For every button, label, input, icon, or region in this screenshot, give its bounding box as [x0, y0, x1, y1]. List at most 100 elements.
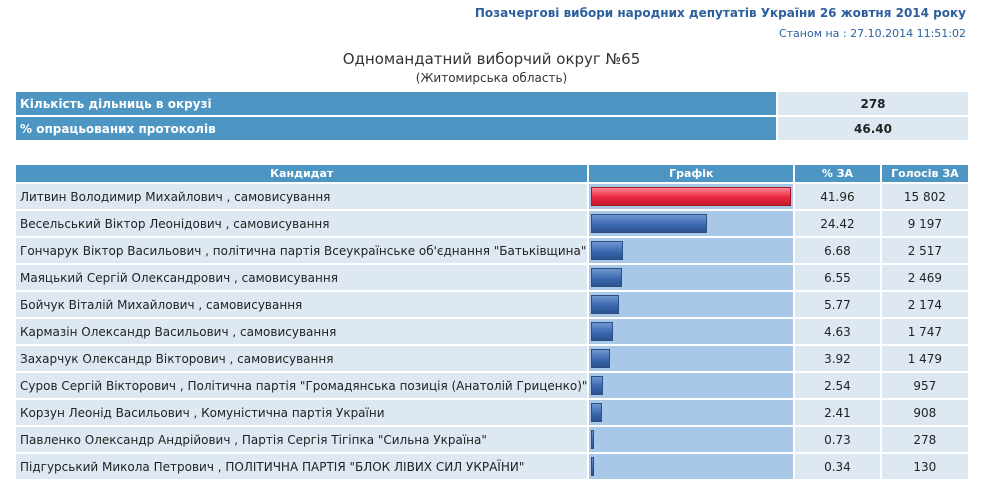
candidate-affiliation: , самовисування: [198, 297, 303, 312]
column-header-graph: Графік: [589, 165, 794, 182]
votes-cell: 130: [881, 454, 968, 479]
percent-cell: 2.54: [795, 373, 880, 398]
stats-row: Кількість дільниць в окрузі 278: [16, 92, 968, 115]
vote-bar: [591, 322, 614, 341]
candidate-affiliation: , самовисування: [226, 189, 331, 204]
percent-cell: 41.96: [795, 184, 880, 209]
candidate-affiliation: , політична партія Всеукраїнське об'єдна…: [205, 243, 587, 258]
votes-cell: 957: [881, 373, 968, 398]
graph-cell: [589, 292, 794, 317]
candidate-name: Бойчук Віталій Михайлович: [20, 297, 195, 312]
candidate-cell: Бойчук Віталій Михайлович , самовисуванн…: [16, 292, 588, 317]
vote-bar: [591, 403, 603, 422]
results-header-row: Кандидат Графік % ЗА Голосів ЗА: [16, 165, 968, 182]
percent-cell: 5.77: [795, 292, 880, 317]
candidate-name: Маяцький Сергій Олександрович: [20, 270, 231, 285]
candidate-name: Корзун Леонід Васильович: [20, 405, 190, 420]
candidate-cell: Корзун Леонід Васильович , Комуністична …: [16, 400, 588, 425]
results-table: Кандидат Графік % ЗА Голосів ЗА Литвин В…: [14, 163, 970, 481]
table-row: Литвин Володимир Михайлович , самовисува…: [16, 184, 968, 209]
vote-bar: [591, 295, 620, 314]
district-title: Одномандатний виборчий округ №65: [342, 50, 641, 68]
votes-cell: 9 197: [881, 211, 968, 236]
graph-cell: [589, 427, 794, 452]
candidate-affiliation: , самовисування: [232, 324, 337, 339]
vote-bar: [591, 430, 595, 449]
table-row: Підгурський Микола Петрович , ПОЛІТИЧНА …: [16, 454, 968, 479]
column-header-votes: Голосів ЗА: [881, 165, 968, 182]
stats-table: Кількість дільниць в окрузі 278 % опраць…: [14, 90, 970, 142]
candidate-name: Литвин Володимир Михайлович: [20, 189, 223, 204]
candidate-cell: Маяцький Сергій Олександрович , самовису…: [16, 265, 588, 290]
percent-cell: 4.63: [795, 319, 880, 344]
votes-cell: 278: [881, 427, 968, 452]
candidate-affiliation: , Комуністична партія України: [193, 405, 385, 420]
votes-cell: 1 479: [881, 346, 968, 371]
results-body: Литвин Володимир Михайлович , самовисува…: [16, 184, 968, 479]
percent-cell: 2.41: [795, 400, 880, 425]
candidate-name: Підгурський Микола Петрович: [20, 459, 214, 474]
percent-cell: 24.42: [795, 211, 880, 236]
vote-bar: [591, 187, 792, 206]
table-row: Гончарук Віктор Васильович , політична п…: [16, 238, 968, 263]
percent-cell: 6.55: [795, 265, 880, 290]
graph-cell: [589, 238, 794, 263]
candidate-cell: Павленко Олександр Андрійович , Партія С…: [16, 427, 588, 452]
column-header-candidate: Кандидат: [16, 165, 588, 182]
candidate-cell: Кармазін Олександр Васильович , самовису…: [16, 319, 588, 344]
candidate-name: Захарчук Олександр Вікторович: [20, 351, 226, 366]
candidate-affiliation: , Партія Сергія Тігіпка "Сильна Україна": [234, 432, 487, 447]
table-row: Павленко Олександр Андрійович , Партія С…: [16, 427, 968, 452]
votes-cell: 908: [881, 400, 968, 425]
stats-label: % опрацьованих протоколів: [16, 117, 776, 140]
graph-cell: [589, 400, 794, 425]
candidate-cell: Захарчук Олександр Вікторович , самовису…: [16, 346, 588, 371]
candidate-cell: Гончарук Віктор Васильович , політична п…: [16, 238, 588, 263]
candidate-name: Гончарук Віктор Васильович: [20, 243, 202, 258]
candidate-affiliation: , ПОЛІТИЧНА ПАРТІЯ "БЛОК ЛІВИХ СИЛ УКРАЇ…: [217, 459, 525, 474]
votes-cell: 2 469: [881, 265, 968, 290]
vote-bar: [591, 268, 623, 287]
graph-cell: [589, 184, 794, 209]
stats-label: Кількість дільниць в окрузі: [16, 92, 776, 115]
table-row: Весельський Віктор Леонідович , самовису…: [16, 211, 968, 236]
votes-cell: 2 517: [881, 238, 968, 263]
candidate-affiliation: , самовисування: [234, 270, 338, 285]
candidate-cell: Підгурський Микола Петрович , ПОЛІТИЧНА …: [16, 454, 588, 479]
graph-cell: [589, 346, 794, 371]
stats-value: 46.40: [778, 117, 968, 140]
candidate-name: Суров Сергій Вікторович: [20, 378, 177, 393]
percent-cell: 6.68: [795, 238, 880, 263]
candidate-name: Павленко Олександр Андрійович: [20, 432, 231, 447]
graph-cell: [589, 211, 794, 236]
table-row: Кармазін Олександр Васильович , самовису…: [16, 319, 968, 344]
candidate-affiliation: , самовисування: [225, 216, 330, 231]
column-header-percent: % ЗА: [795, 165, 880, 182]
candidate-name: Кармазін Олександр Васильович: [20, 324, 229, 339]
votes-cell: 2 174: [881, 292, 968, 317]
graph-cell: [589, 265, 794, 290]
graph-cell: [589, 454, 794, 479]
district-region: (Житомирська область): [415, 71, 568, 85]
table-row: Суров Сергій Вікторович , Політична парт…: [16, 373, 968, 398]
votes-cell: 15 802: [881, 184, 968, 209]
stats-value: 278: [778, 92, 968, 115]
candidate-affiliation: , Політична партія "Громадянська позиція…: [179, 378, 588, 393]
percent-cell: 0.34: [795, 454, 880, 479]
candidate-name: Весельський Віктор Леонідович: [20, 216, 222, 231]
table-row: Захарчук Олександр Вікторович , самовису…: [16, 346, 968, 371]
vote-bar: [591, 214, 708, 233]
vote-bar: [591, 241, 624, 260]
timestamp-label: Станом на : 27.10.2014 11:51:02: [778, 27, 966, 40]
percent-cell: 0.73: [795, 427, 880, 452]
candidate-cell: Литвин Володимир Михайлович , самовисува…: [16, 184, 588, 209]
stats-row: % опрацьованих протоколів 46.40: [16, 117, 968, 140]
graph-cell: [589, 373, 794, 398]
table-row: Корзун Леонід Васильович , Комуністична …: [16, 400, 968, 425]
vote-bar: [591, 457, 595, 476]
percent-cell: 3.92: [795, 346, 880, 371]
table-row: Бойчук Віталій Михайлович , самовисуванн…: [16, 292, 968, 317]
vote-bar: [591, 376, 604, 395]
candidate-affiliation: , самовисування: [229, 351, 334, 366]
votes-cell: 1 747: [881, 319, 968, 344]
